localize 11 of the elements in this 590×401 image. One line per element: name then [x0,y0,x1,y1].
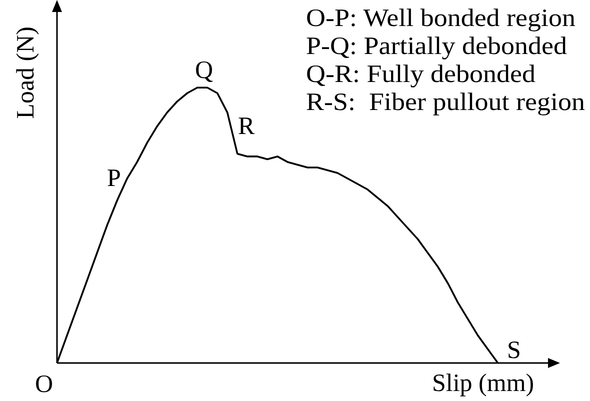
text: Q [195,57,214,84]
text: O-P: Well bonded region [306,5,576,32]
annotation: P [107,165,121,192]
annotation: R-S: Fiber pullout region [306,89,585,116]
text: P-Q: Partially debonded [306,33,567,60]
y-axis-title: Load (N) [12,26,40,119]
annotation: Q-R: Fully debonded [306,61,536,88]
annotation: R [238,113,255,140]
x-axis-title: Slip (mm) [432,370,534,397]
annotation: S [507,337,521,364]
text: O [35,371,54,398]
